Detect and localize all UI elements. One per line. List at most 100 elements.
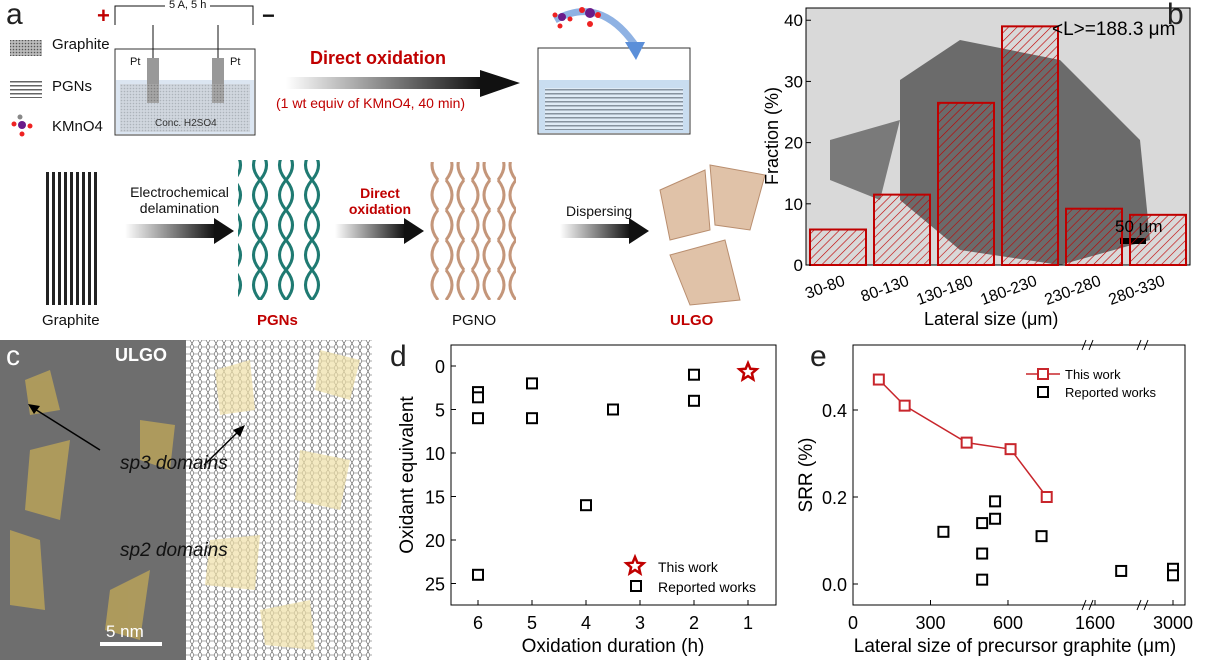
- kmno4-molecule-icon: [552, 7, 601, 29]
- plot-frame: [450, 344, 777, 606]
- axis-break-mark: [1081, 339, 1094, 351]
- x-tick-label: 180-230: [978, 273, 1039, 309]
- axis-break-mark: [1081, 599, 1094, 611]
- y-tick-label: 20: [425, 531, 445, 551]
- pgns-legend-icon: [10, 80, 42, 98]
- data-point-reported: [976, 573, 989, 586]
- graphite-stack: [45, 172, 99, 305]
- data-point-reported: [607, 403, 619, 416]
- x-tick-label: 6: [473, 613, 483, 633]
- stage-pgno: PGNO: [452, 312, 497, 329]
- data-point-reported: [472, 568, 484, 581]
- legend-this-work: This work: [1065, 367, 1121, 382]
- direct-oxidation-title: Direct oxidation: [310, 48, 447, 68]
- pt-left: Pt: [130, 56, 141, 68]
- pt-right: Pt: [230, 56, 241, 68]
- pgns-structure: [238, 160, 326, 300]
- x-tick-label: 280-330: [1106, 273, 1167, 309]
- data-point-reported: [526, 412, 538, 425]
- y-tick-label: 25: [425, 575, 445, 595]
- legend-pgns: PGNs: [52, 78, 93, 95]
- graphite-legend-icon: [10, 40, 42, 56]
- x-tick-label: 5: [527, 613, 537, 633]
- stage-graphite: Graphite: [42, 312, 100, 329]
- direct-oxidation-arrow: [286, 77, 481, 89]
- x-tick-label: 3000: [1153, 613, 1193, 633]
- y-tick-label: 0.0: [822, 575, 847, 595]
- x-axis-label: Lateral size of precursor graphite (μm): [854, 636, 1176, 657]
- data-point-reported: [989, 512, 1002, 525]
- x-tick-label: 30-80: [803, 273, 847, 303]
- data-point-reported: [472, 412, 484, 425]
- y-tick-label: 30: [784, 72, 803, 91]
- legend-kmno4: KMnO4: [52, 118, 103, 135]
- legend-square-icon: [630, 580, 642, 592]
- data-point-reported: [989, 495, 1002, 508]
- y-axis-label: Oxidant equivalent: [397, 396, 418, 554]
- legend-reported: Reported works: [1065, 385, 1157, 400]
- kmno4-legend-icon: [11, 114, 33, 137]
- x-tick-label: 4: [581, 613, 591, 633]
- data-point-reported: [937, 525, 950, 538]
- y-tick-label: 20: [784, 134, 803, 153]
- y-axis-label: SRR (%): [796, 438, 817, 513]
- panel-d-label: d: [390, 340, 407, 373]
- mean-size-label: <L>=188.3 μm: [1052, 19, 1175, 40]
- x-tick-label: 0: [848, 613, 858, 633]
- electrolyte-label: Conc. H2SO4: [155, 118, 217, 129]
- panel-a-drawing: [10, 5, 766, 306]
- x-tick-label: 3: [635, 613, 645, 633]
- panel-b-label: b: [1167, 0, 1184, 31]
- panel-c-image: [0, 340, 372, 660]
- pgno-structure: [428, 162, 516, 300]
- legend-star-icon: [623, 553, 647, 576]
- data-point-reported: [976, 517, 989, 530]
- direct-oxidation-conditions: (1 wt equiv of KMnO4, 40 min): [276, 95, 466, 111]
- ulgo-sheets: [659, 164, 766, 306]
- sp3-arrow-left: [28, 404, 101, 451]
- step-direct-oxidation: Direct oxidation: [348, 185, 412, 217]
- data-point-reported: [1035, 530, 1048, 543]
- bar: [937, 101, 995, 266]
- y-tick-label: 15: [425, 488, 445, 508]
- data-point-reported: [472, 391, 484, 404]
- data-point-this-work: [960, 436, 973, 449]
- panel-e-chart: 0 300 600 1600 3000 0.0 0.2 0.4 Lateral size of …: [796, 339, 1193, 657]
- y-tick-label: 0: [794, 256, 803, 275]
- scale-bar-label: 50 μm: [1115, 217, 1163, 236]
- legend-reported-icon: [1037, 386, 1049, 398]
- stage-pgns: PGNs: [257, 312, 298, 329]
- bar: [809, 228, 867, 266]
- bar: [873, 193, 931, 266]
- x-tick-label: 1: [743, 613, 753, 633]
- plot-frame: [852, 344, 1186, 606]
- legend-this-work: This work: [658, 559, 719, 575]
- x-tick-label: 130-180: [914, 273, 975, 309]
- x-axis-label: Lateral size (μm): [924, 309, 1058, 329]
- stage-ulgo: ULGO: [670, 312, 714, 329]
- scale-bar: [100, 642, 162, 646]
- y-tick-label: 40: [784, 11, 803, 30]
- x-tick-label: 80-130: [859, 273, 912, 306]
- x-tick-label: 600: [993, 613, 1023, 633]
- x-tick-label: 1600: [1075, 613, 1115, 633]
- delamination-arrow: [125, 218, 234, 244]
- x-tick-label: 230-280: [1042, 273, 1103, 309]
- bar: [1001, 25, 1059, 266]
- data-point-reported: [688, 394, 700, 407]
- sp3-arrow-right: [203, 425, 245, 466]
- step-delamination: Electrochemical delamination: [130, 184, 229, 216]
- plot-frame: [805, 7, 1191, 266]
- x-tick-label: 2: [689, 613, 699, 633]
- step-dispersing: Dispersing: [566, 203, 633, 219]
- x-axis-label: Oxidation duration (h): [522, 636, 705, 657]
- data-point-reported: [1167, 569, 1179, 582]
- data-point-reported: [688, 368, 700, 381]
- panel-a-label: a: [6, 0, 23, 31]
- bar: [1129, 213, 1187, 266]
- data-point-this-work: [736, 359, 760, 383]
- minus-sign: −: [262, 3, 275, 28]
